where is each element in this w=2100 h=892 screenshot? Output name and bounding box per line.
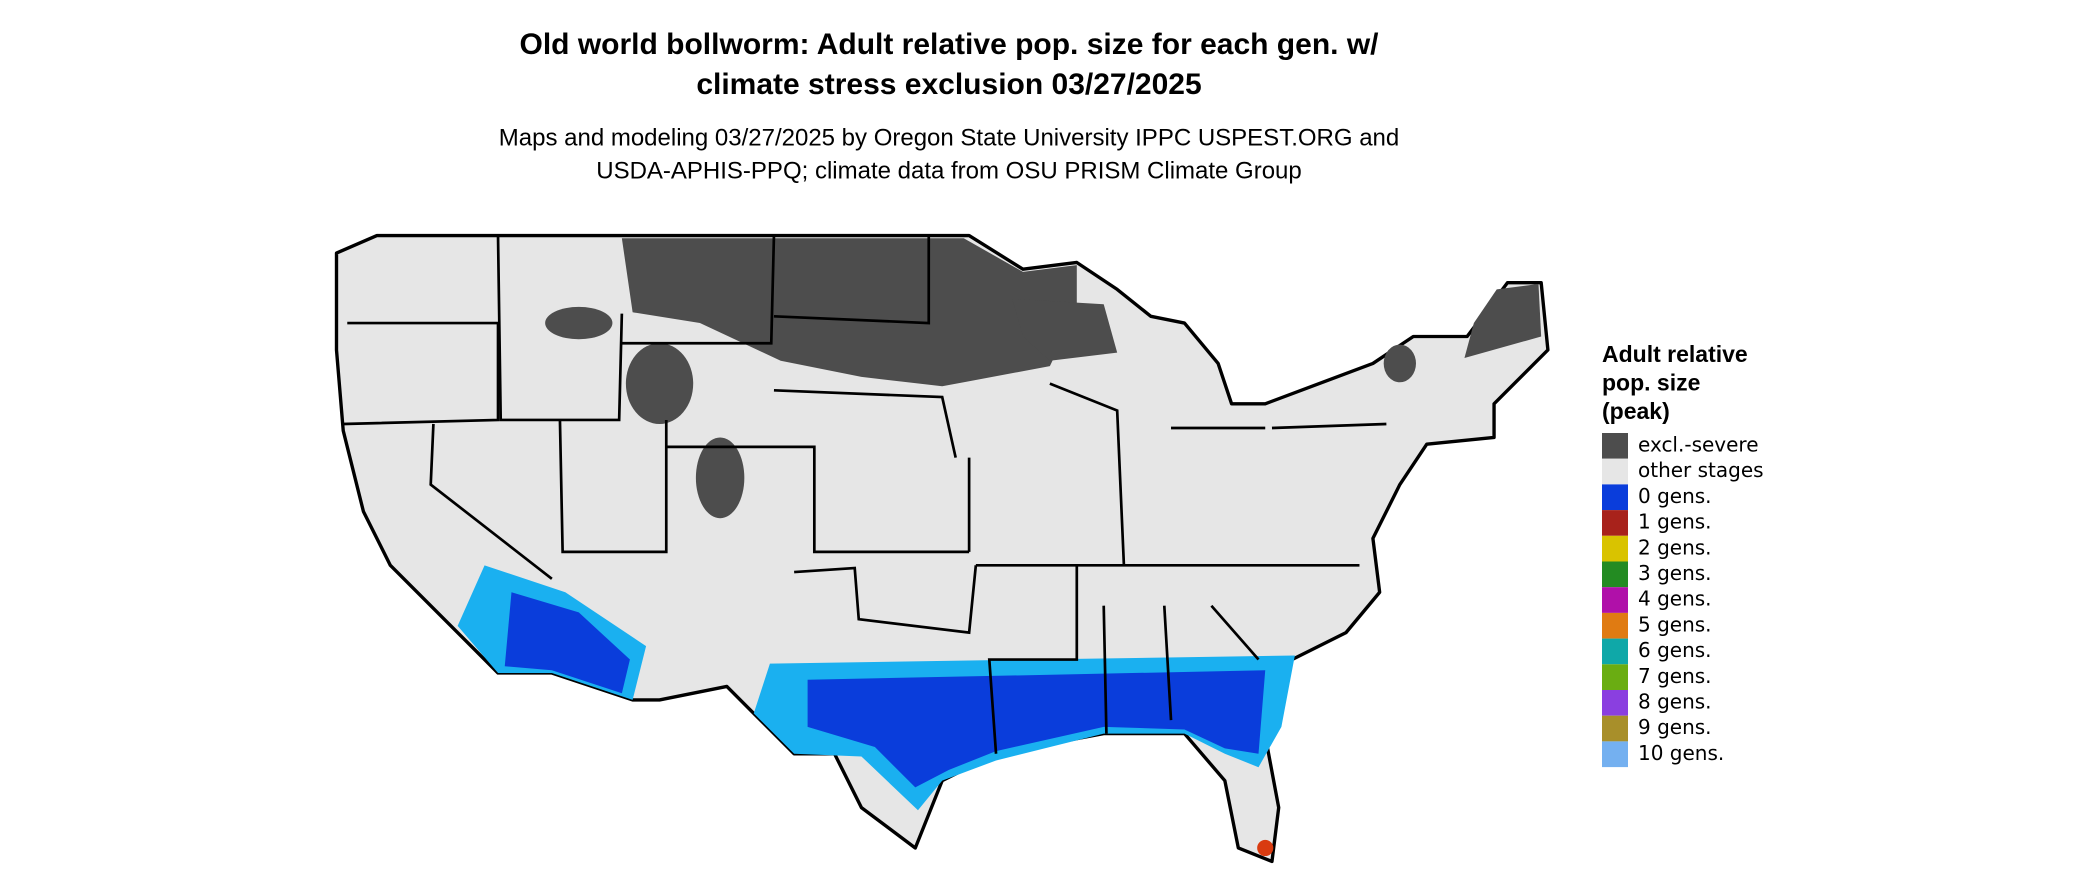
legend-swatch bbox=[1602, 741, 1628, 768]
generation-areas bbox=[457, 565, 1295, 857]
legend-label: other stages bbox=[1638, 458, 1764, 482]
legend-title-line: (peak) bbox=[1602, 398, 1670, 424]
legend-label: excl.-severe bbox=[1638, 433, 1759, 457]
subtitle-line: USDA-APHIS-PPQ; climate data from OSU PR… bbox=[596, 157, 1302, 184]
legend-swatch bbox=[1602, 458, 1628, 485]
legend-label: 0 gens. bbox=[1638, 484, 1712, 508]
legend-label: 4 gens. bbox=[1638, 587, 1712, 611]
title-line: Old world bollworm: Adult relative pop. … bbox=[520, 28, 1380, 61]
legend: Adult relative pop. size(peak) excl.-sever… bbox=[1602, 341, 1764, 768]
title-line: climate stress exclusion 03/27/2025 bbox=[696, 68, 1201, 101]
legend-label: 5 gens. bbox=[1638, 612, 1712, 636]
excluded-areas bbox=[545, 238, 1542, 519]
legend-swatch bbox=[1602, 510, 1628, 536]
legend-title-line: Adult relative bbox=[1602, 341, 1748, 367]
legend-label: 8 gens. bbox=[1638, 690, 1712, 714]
legend-swatch bbox=[1602, 715, 1628, 742]
legend-swatch bbox=[1602, 690, 1628, 716]
legend-label: 6 gens. bbox=[1638, 638, 1712, 662]
legend-swatch bbox=[1602, 433, 1628, 459]
legend-label: 9 gens. bbox=[1638, 715, 1712, 739]
legend-swatch bbox=[1602, 638, 1628, 665]
header: Old world bollworm: Adult relative pop. … bbox=[499, 28, 1399, 184]
subtitle-line: Maps and modeling 03/27/2025 by Oregon S… bbox=[499, 124, 1399, 151]
state-borders bbox=[343, 235, 1387, 754]
legend-swatch bbox=[1602, 664, 1628, 690]
legend-swatch bbox=[1602, 561, 1628, 588]
legend-label: 7 gens. bbox=[1638, 664, 1712, 688]
legend-label: 10 gens. bbox=[1638, 741, 1724, 765]
legend-label: 2 gens. bbox=[1638, 535, 1712, 559]
legend-label: 3 gens. bbox=[1638, 561, 1712, 585]
legend-label: 1 gens. bbox=[1638, 510, 1712, 534]
legend-swatch bbox=[1602, 535, 1628, 562]
map bbox=[334, 233, 1550, 864]
legend-swatch bbox=[1602, 587, 1628, 613]
legend-swatch bbox=[1602, 484, 1628, 511]
legend-title-line: pop. size bbox=[1602, 370, 1700, 396]
legend-swatch bbox=[1602, 612, 1628, 639]
